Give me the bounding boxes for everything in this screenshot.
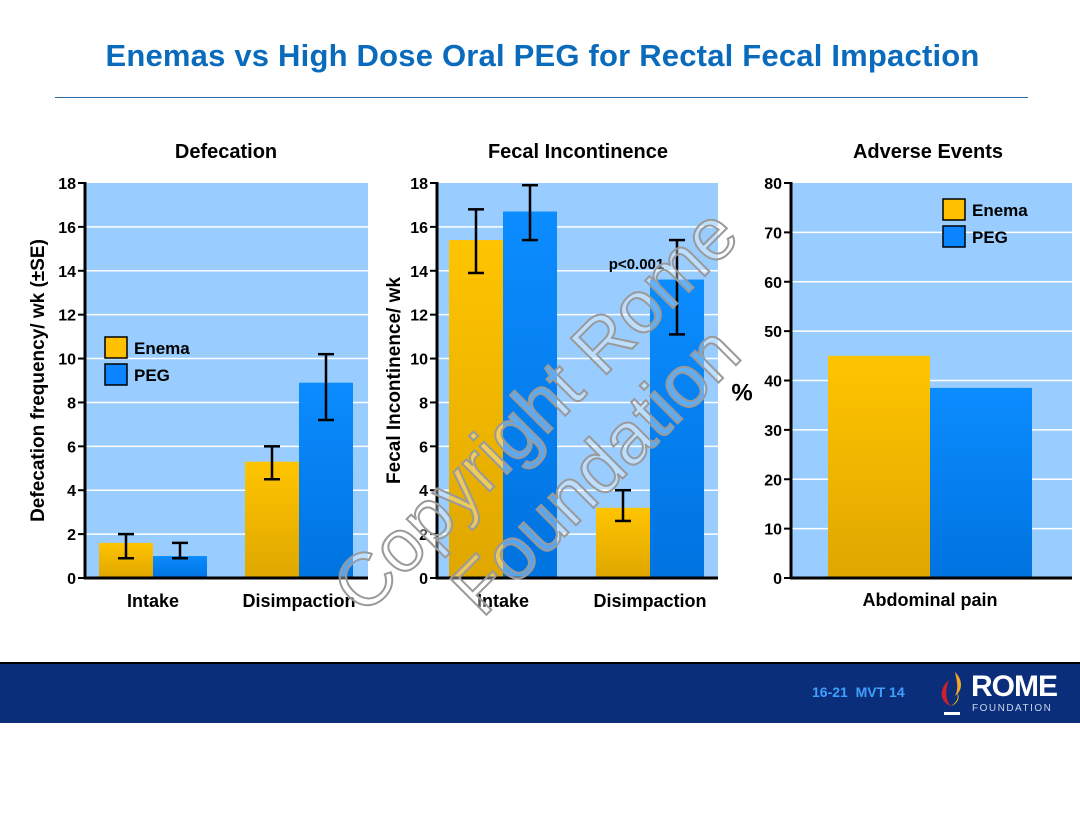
y-tick-label: 6: [67, 439, 76, 456]
y-tick-label: 4: [67, 483, 76, 500]
y-tick-label: 18: [410, 176, 428, 193]
y-tick-label: 14: [58, 264, 76, 281]
flame-icon: [941, 672, 961, 715]
y-tick-label: 40: [764, 374, 782, 391]
slide-title: Enemas vs High Dose Oral PEG for Rectal …: [105, 38, 980, 73]
chart-title: Fecal Incontinence: [488, 141, 668, 163]
x-category-label: Disimpaction: [593, 591, 706, 611]
rome-foundation-logo: ROME FOUNDATION: [935, 668, 1065, 720]
bar-enema: [828, 355, 930, 578]
chart-title: Adverse Events: [853, 141, 1003, 163]
logo-subtext: FOUNDATION: [972, 703, 1053, 714]
y-tick-label: 16: [410, 220, 428, 237]
charts-area: 0 2 4 6 8 10 12 14 16 18 Intake Disimpaction Defecat…: [28, 141, 1072, 611]
x-category-label: Intake: [127, 591, 179, 611]
chart-title: Defecation: [175, 141, 277, 163]
legend-swatch-enema: [104, 336, 128, 359]
y-tick-label: 12: [58, 308, 76, 325]
y-tick-label: 8: [67, 395, 76, 412]
y-axis-label: Fecal Incontinence/ wk: [384, 277, 405, 484]
logo-wordmark: ROME: [971, 670, 1058, 703]
legend-label: PEG: [972, 228, 1008, 247]
x-category-label: Disimpaction: [242, 591, 355, 611]
legend-label: Enema: [972, 201, 1028, 220]
y-tick-label: 8: [419, 395, 428, 412]
y-tick-label: 10: [58, 352, 76, 369]
legend-swatch-peg: [104, 363, 128, 386]
x-category-label: Abdominal pain: [863, 590, 998, 610]
bar-peg: [930, 387, 1032, 578]
bar-peg: [153, 556, 207, 578]
title-divider: [55, 97, 1028, 98]
y-tick-label: 18: [58, 176, 76, 193]
legend-label: Enema: [134, 339, 190, 358]
y-tick-label: 70: [764, 225, 782, 242]
legend-swatch-peg: [942, 225, 966, 248]
y-tick-label: 12: [410, 308, 428, 325]
y-tick-label: 2: [67, 527, 76, 544]
p-value-annotation: p<0.001: [609, 256, 664, 273]
y-tick-label: 0: [67, 571, 76, 588]
y-tick-label: 80: [764, 176, 782, 193]
footer-bar: 16-21 MVT 14 ROME FOUNDATION: [0, 662, 1080, 723]
y-tick-label: 20: [764, 472, 782, 489]
y-tick-label: 4: [419, 483, 428, 500]
y-tick-label: 60: [764, 275, 782, 292]
x-category-label: Intake: [477, 591, 529, 611]
slide-code: 16-21 MVT 14: [812, 684, 905, 700]
bar-enema: [449, 240, 503, 579]
y-tick-label: 16: [58, 220, 76, 237]
y-tick-label: 14: [410, 264, 428, 281]
bar-enema: [245, 461, 299, 578]
y-tick-label: 6: [419, 439, 428, 456]
y-axis-label: %: [731, 380, 752, 407]
y-tick-label: 50: [764, 324, 782, 341]
y-tick-label: 10: [410, 352, 428, 369]
y-tick-label: 30: [764, 423, 782, 440]
y-tick-label: 2: [419, 527, 428, 544]
y-tick-label: 10: [764, 522, 782, 539]
legend-swatch-enema: [942, 198, 966, 221]
y-axis-label: Defecation frequency/ wk (±SE): [28, 239, 49, 522]
bar-peg: [503, 211, 557, 578]
y-tick-label: 0: [419, 571, 428, 588]
legend-label: PEG: [134, 366, 170, 385]
y-tick-label: 0: [773, 571, 782, 588]
